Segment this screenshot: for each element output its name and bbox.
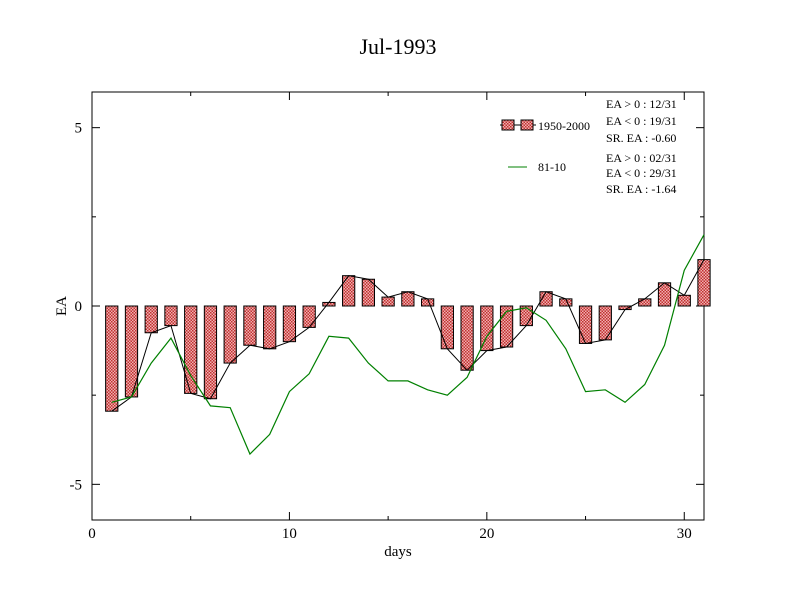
bar-1950-2000: [401, 291, 415, 307]
x-tick-label: 20: [479, 526, 494, 542]
bar-1950-2000: [638, 298, 652, 307]
series-lines: [111, 234, 705, 456]
legend-stat-81-10-neg: EA < 0 : 29/31: [606, 166, 677, 180]
legend-stat-1950-2000-neg: EA < 0 : 19/31: [606, 114, 677, 128]
bar-1950-2000: [381, 296, 395, 307]
y-tick-label: 5: [75, 121, 83, 137]
legend-stat-81-10-sr: SR. EA : -1.64: [606, 182, 676, 196]
bar-1950-2000: [598, 305, 612, 341]
bar-1950-2000: [105, 305, 119, 412]
bar-1950-2000: [144, 305, 158, 334]
legend-swatch-1950-2000-right: [520, 119, 534, 131]
legend-label-1950-2000: 1950-2000: [538, 119, 590, 133]
x-tick-label: 30: [677, 526, 692, 542]
x-axis-label: days: [384, 544, 412, 560]
y-tick-label: 0: [75, 299, 83, 315]
bar-1950-2000: [578, 305, 593, 344]
bar-1950-2000: [440, 305, 454, 350]
legend-stat-81-10-pos: EA > 0 : 02/31: [606, 151, 677, 165]
legend-stat-1950-2000-sr: SR. EA : -0.60: [606, 131, 676, 145]
x-tick-label: 0: [88, 526, 96, 542]
bar-1950-2000: [203, 305, 218, 400]
bar-1950-2000: [460, 305, 474, 371]
line-81-10: [111, 234, 705, 456]
bar-1950-2000: [342, 275, 356, 307]
x-tick-label: 10: [282, 526, 297, 542]
bar-1950-2000: [223, 305, 237, 364]
bar-1950-2000: [677, 294, 691, 307]
axis-ticks: 0 10 20 30 -5 0 5: [70, 92, 704, 542]
bar-1950-2000: [263, 305, 277, 350]
bars-1950-2000: [105, 259, 711, 412]
legend-swatch-1950-2000-left: [501, 119, 515, 131]
bar-1950-2000: [243, 305, 257, 346]
chart-title: Jul-1993: [360, 34, 437, 59]
bar-1950-2000: [302, 305, 316, 328]
bar-1950-2000: [164, 305, 178, 327]
legend-stat-1950-2000-pos: EA > 0 : 12/31: [606, 97, 677, 111]
bar-1950-2000: [282, 305, 297, 343]
y-tick-label: -5: [70, 477, 83, 493]
legend-label-81-10: 81-10: [538, 160, 566, 174]
line-1950-2000: [111, 259, 705, 412]
y-axis-label: EA: [54, 296, 70, 316]
legend: 1950-2000 81-10 EA > 0 : 12/31 EA < 0 : …: [500, 97, 677, 196]
